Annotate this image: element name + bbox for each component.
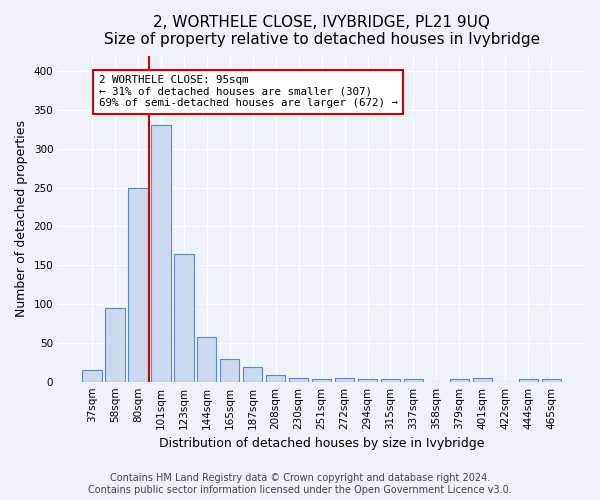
Bar: [542, 380, 561, 382]
Bar: [449, 378, 469, 382]
Bar: [381, 380, 400, 382]
Bar: [289, 378, 308, 382]
Bar: [82, 370, 101, 382]
Bar: [518, 380, 538, 382]
Text: Contains HM Land Registry data © Crown copyright and database right 2024.
Contai: Contains HM Land Registry data © Crown c…: [88, 474, 512, 495]
Bar: [105, 308, 125, 382]
Bar: [197, 336, 217, 382]
Bar: [358, 380, 377, 382]
Bar: [151, 126, 170, 382]
Bar: [404, 380, 423, 382]
Bar: [174, 254, 194, 382]
Bar: [335, 378, 355, 382]
Title: 2, WORTHELE CLOSE, IVYBRIDGE, PL21 9UQ
Size of property relative to detached hou: 2, WORTHELE CLOSE, IVYBRIDGE, PL21 9UQ S…: [104, 15, 539, 48]
Bar: [312, 380, 331, 382]
Text: 2 WORTHELE CLOSE: 95sqm
← 31% of detached houses are smaller (307)
69% of semi-d: 2 WORTHELE CLOSE: 95sqm ← 31% of detache…: [99, 75, 398, 108]
X-axis label: Distribution of detached houses by size in Ivybridge: Distribution of detached houses by size …: [159, 437, 484, 450]
Bar: [128, 188, 148, 382]
Bar: [473, 378, 492, 382]
Bar: [220, 359, 239, 382]
Y-axis label: Number of detached properties: Number of detached properties: [15, 120, 28, 317]
Bar: [243, 367, 262, 382]
Bar: [266, 376, 286, 382]
